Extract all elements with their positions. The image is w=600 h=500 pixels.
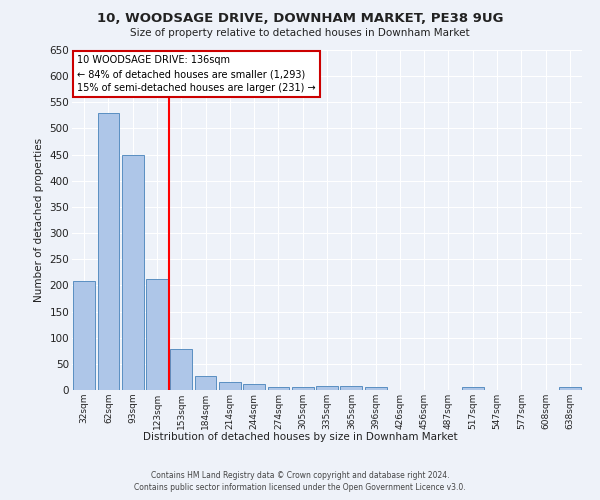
Bar bbox=[243, 384, 265, 390]
Bar bbox=[340, 386, 362, 390]
Text: 10 WOODSAGE DRIVE: 136sqm
← 84% of detached houses are smaller (1,293)
15% of se: 10 WOODSAGE DRIVE: 136sqm ← 84% of detac… bbox=[77, 55, 316, 93]
Text: Distribution of detached houses by size in Downham Market: Distribution of detached houses by size … bbox=[143, 432, 457, 442]
Text: 10, WOODSAGE DRIVE, DOWNHAM MARKET, PE38 9UG: 10, WOODSAGE DRIVE, DOWNHAM MARKET, PE38… bbox=[97, 12, 503, 26]
Bar bbox=[73, 281, 95, 390]
Y-axis label: Number of detached properties: Number of detached properties bbox=[34, 138, 44, 302]
Bar bbox=[122, 154, 143, 390]
Bar bbox=[268, 388, 289, 390]
Bar bbox=[146, 279, 168, 390]
Bar bbox=[219, 382, 241, 390]
Bar bbox=[559, 388, 581, 390]
Bar bbox=[292, 388, 314, 390]
Bar bbox=[462, 388, 484, 390]
Text: Size of property relative to detached houses in Downham Market: Size of property relative to detached ho… bbox=[130, 28, 470, 38]
Bar bbox=[316, 386, 338, 390]
Bar bbox=[170, 349, 192, 390]
Bar bbox=[97, 113, 119, 390]
Bar bbox=[365, 387, 386, 390]
Bar bbox=[194, 376, 217, 390]
Text: Contains public sector information licensed under the Open Government Licence v3: Contains public sector information licen… bbox=[134, 484, 466, 492]
Text: Contains HM Land Registry data © Crown copyright and database right 2024.: Contains HM Land Registry data © Crown c… bbox=[151, 471, 449, 480]
